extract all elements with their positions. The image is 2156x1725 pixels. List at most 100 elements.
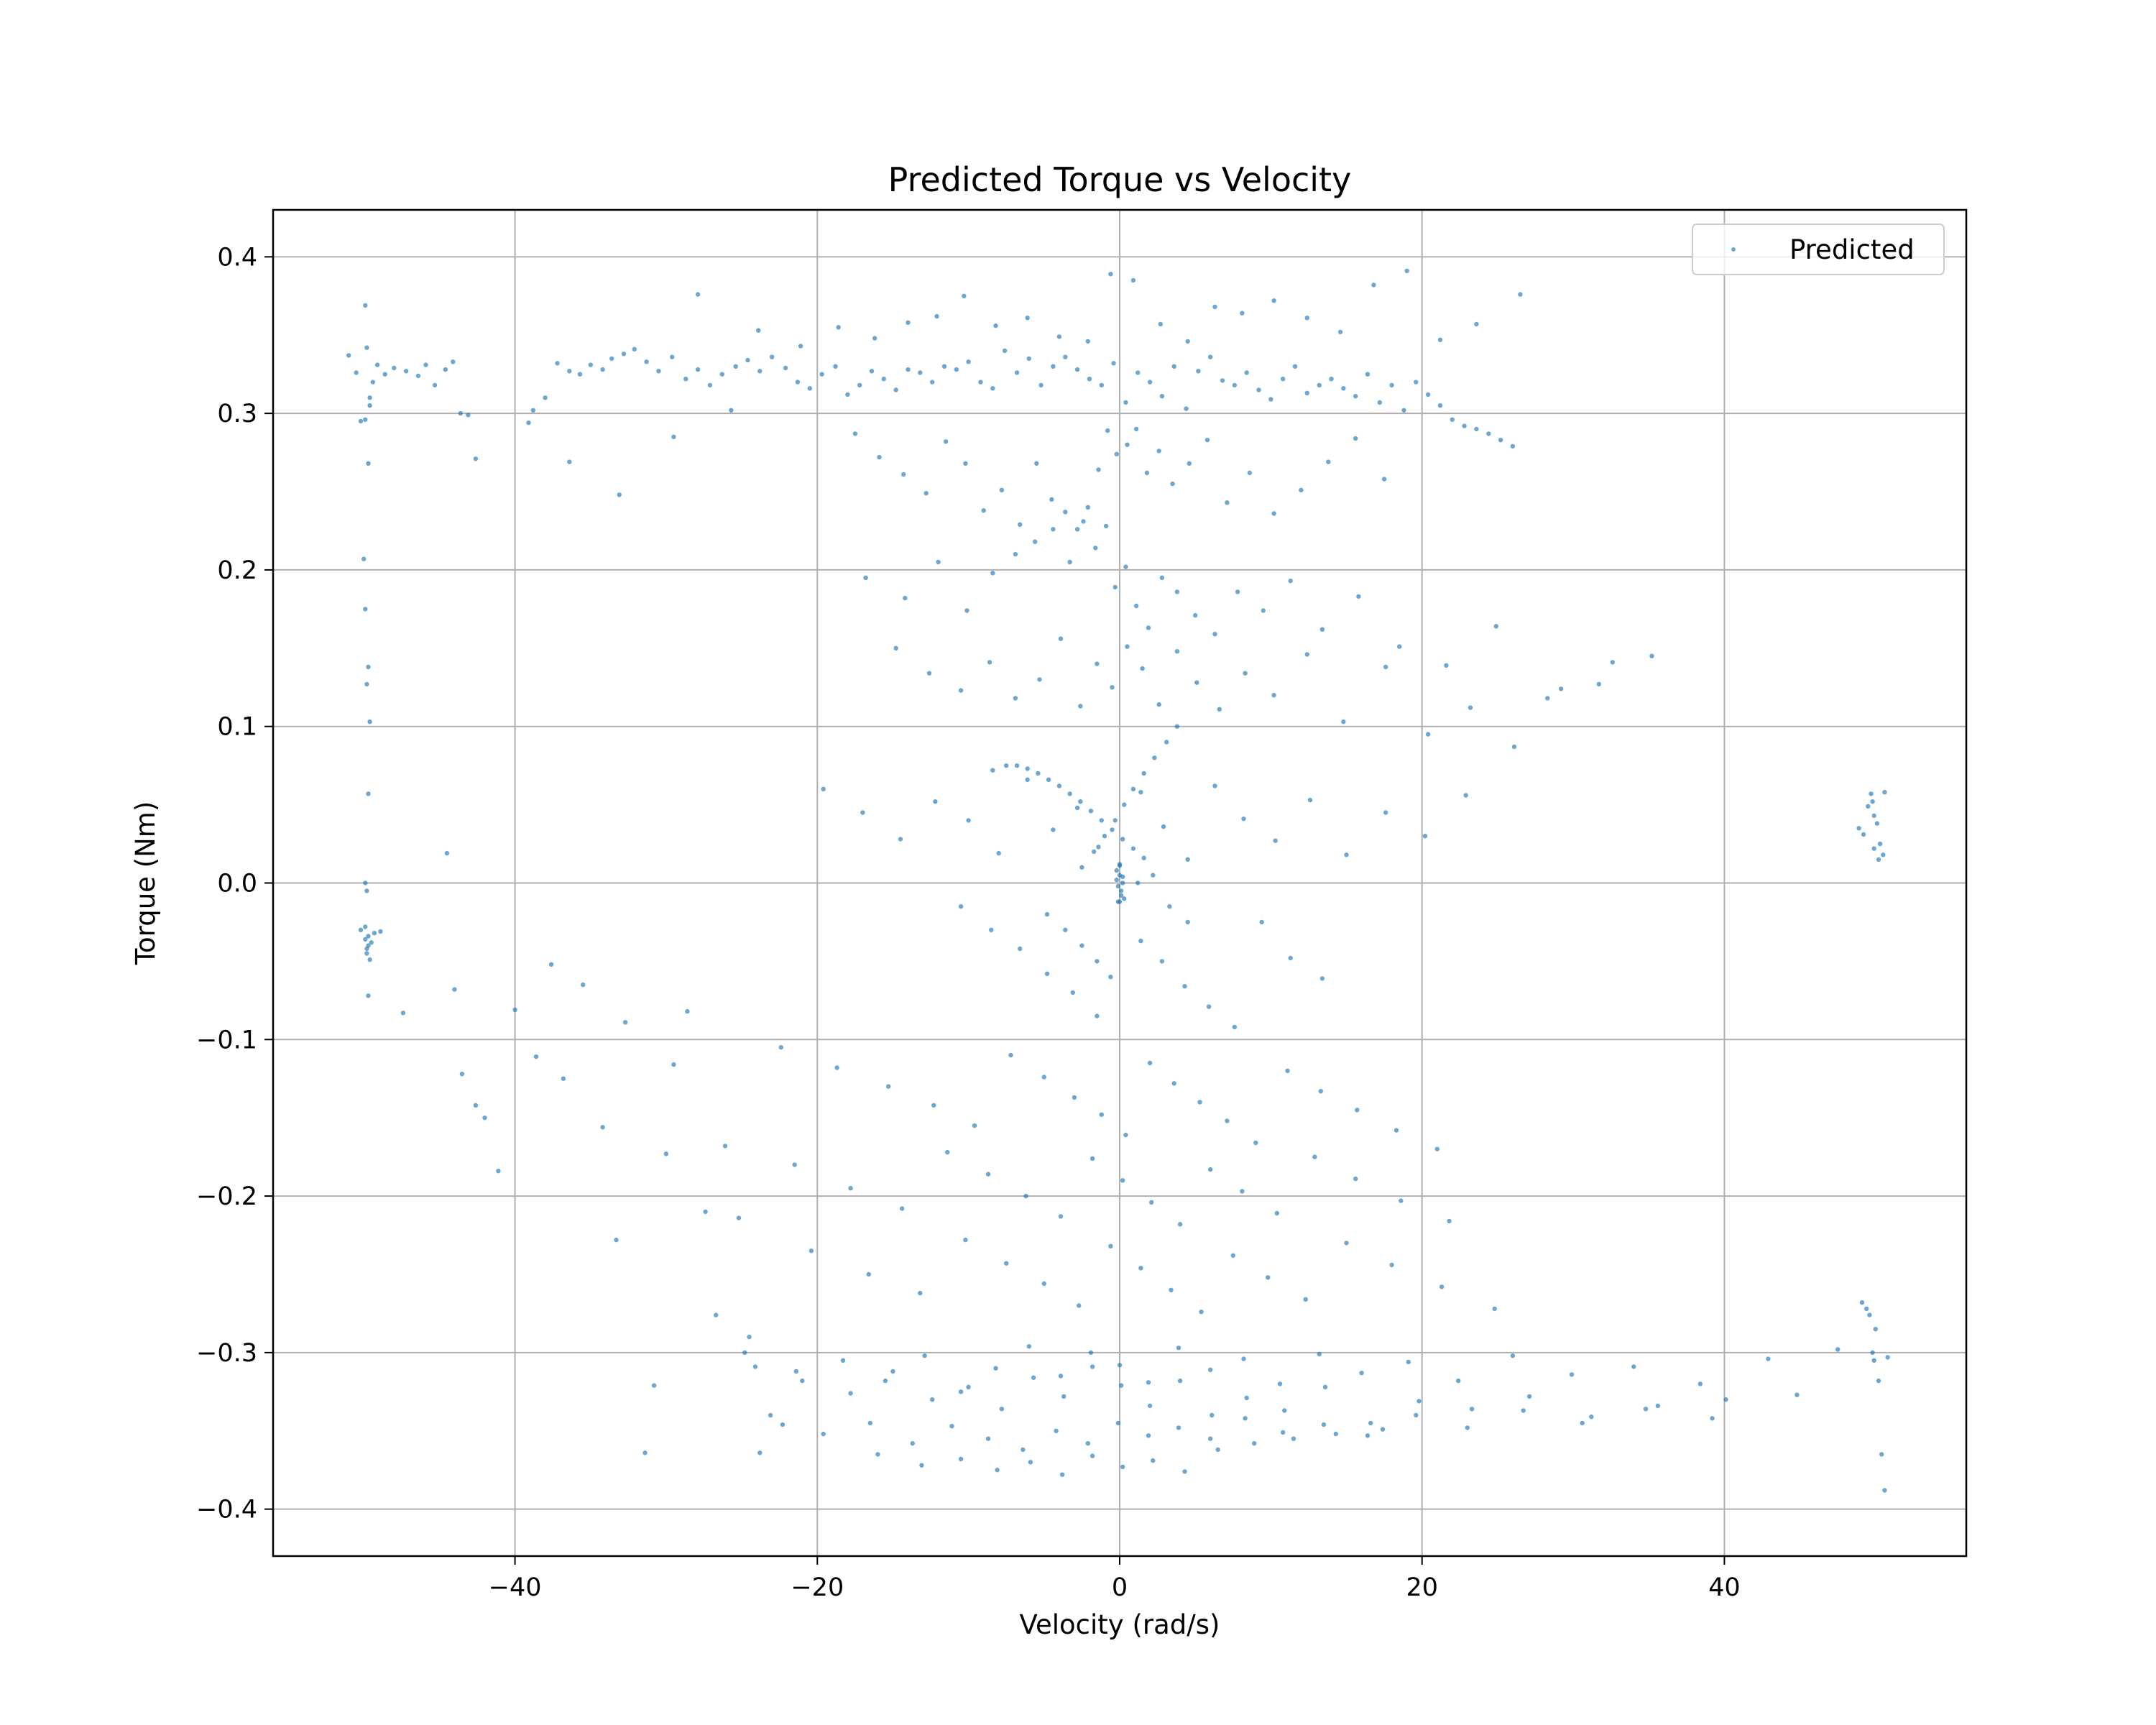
data-point [1096,467,1101,472]
data-point [473,1103,479,1108]
data-point [996,850,1001,856]
data-point [770,354,775,359]
data-point [1299,487,1304,492]
data-point [632,346,637,351]
data-point [642,1450,648,1455]
data-point [609,356,614,362]
data-point [1174,649,1180,654]
data-point [989,927,994,933]
data-point [382,372,387,377]
data-point [617,492,622,497]
data-point [1149,1200,1154,1205]
data-point [1268,397,1273,402]
data-point [1355,1108,1360,1113]
data-point [1156,702,1161,707]
data-point [1365,372,1370,377]
y-tick-label: −0.3 [196,1339,257,1368]
data-point [1247,470,1253,476]
data-point [819,372,824,377]
data-point [1589,1414,1594,1420]
data-point [1876,857,1881,862]
data-point [1120,874,1125,880]
data-point [1111,361,1116,366]
data-point [834,1065,839,1070]
data-point [1130,846,1136,851]
data-point [1631,1364,1636,1369]
data-point [1133,426,1139,432]
data-point [1271,693,1276,698]
data-point [1146,1380,1151,1385]
data-point [1422,834,1428,839]
data-point [1014,370,1020,375]
data-point [1067,559,1072,565]
data-point [1462,423,1467,428]
data-point [1212,783,1217,788]
data-point [364,681,369,687]
data-point [954,367,959,372]
grid [273,210,1966,1556]
data-point [1397,644,1402,649]
data-point [1469,1407,1475,1412]
data-point [1176,1346,1181,1351]
data-point [1869,791,1874,796]
data-point [1414,1412,1419,1418]
data-point [1099,1112,1105,1118]
data-point [930,380,935,385]
data-point [1187,461,1192,466]
data-point [1456,1378,1461,1384]
data-point [1044,971,1050,977]
data-point [363,607,368,612]
data-point [473,456,479,461]
data-point [1099,818,1105,823]
data-point [780,1422,786,1427]
data-point [543,395,548,400]
data-point [1070,990,1076,995]
data-point [1171,1081,1176,1086]
data-point [1861,832,1866,837]
data-point [1025,316,1030,321]
data-point [1381,477,1387,482]
data-point [651,1383,657,1388]
data-point [1171,364,1176,369]
data-point [1215,1447,1220,1453]
data-point [1871,1358,1876,1363]
data-point [901,472,906,477]
data-point [1110,827,1115,832]
data-point [364,951,369,956]
data-point [1087,377,1092,382]
data-point [1232,1024,1238,1030]
data-point [1051,527,1056,532]
data-point [1474,426,1479,432]
data-point [378,929,383,934]
data-point [833,364,838,369]
data-point [363,880,368,886]
data-point [877,454,882,460]
data-point [1014,763,1020,768]
data-point [1133,603,1139,609]
data-point [1130,786,1136,792]
data-point [1277,1381,1283,1386]
data-point [363,924,368,929]
data-point [1416,1399,1422,1404]
data-point [1078,704,1083,709]
data-point [1235,589,1240,594]
data-point [1158,321,1164,327]
data-point [962,293,967,298]
data-point [1110,685,1115,690]
data-point [1208,1167,1213,1172]
data-point [1125,644,1130,649]
data-point [1493,624,1498,629]
data-point [1194,680,1199,685]
data-point [1146,1433,1151,1438]
data-point [1182,984,1187,989]
data-point [555,361,560,366]
data-point [757,369,763,374]
data-point [1041,1075,1047,1080]
data-point [1468,705,1473,710]
data-point [1318,1089,1324,1094]
data-point [1108,1243,1113,1249]
data-point [733,364,738,369]
data-point [1437,403,1443,408]
data-point [931,1103,936,1108]
data-point [392,365,397,371]
